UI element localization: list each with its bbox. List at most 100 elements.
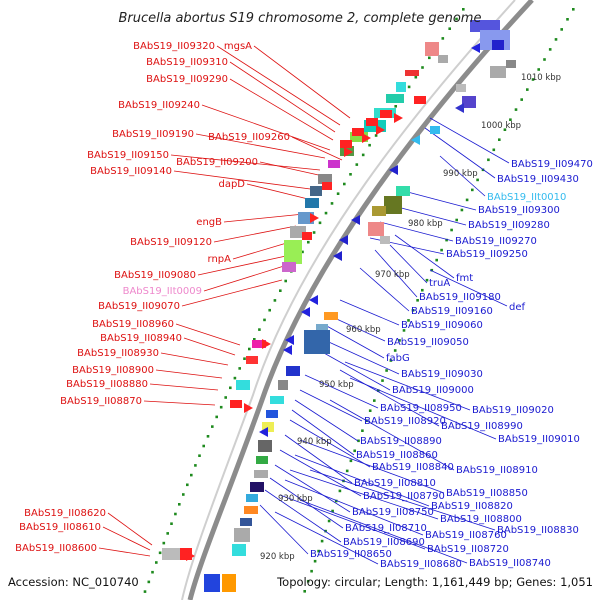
- inner-dot: [303, 590, 306, 593]
- gene-feature: [380, 110, 392, 118]
- outer-dot: [170, 522, 173, 525]
- gene-arrow: [376, 125, 385, 135]
- inner-dot: [416, 299, 419, 302]
- inner-dot: [455, 218, 458, 222]
- outer-dot: [428, 56, 431, 60]
- gene-arrow: [411, 135, 420, 145]
- gene-arrow: [259, 427, 268, 437]
- gene-feature: [258, 440, 272, 452]
- leader-line: [299, 499, 468, 564]
- leader-line: [269, 477, 344, 529]
- gene-arrow: [455, 103, 464, 113]
- kbp-tick-930: 930 kbp: [278, 494, 313, 504]
- inner-dot: [440, 248, 443, 252]
- inner-dot: [554, 38, 558, 41]
- inner-dot: [361, 429, 364, 432]
- leader-line: [155, 369, 223, 379]
- outer-dot: [215, 415, 218, 419]
- gene-label-truA: truA: [429, 278, 450, 289]
- outer-dot: [455, 17, 458, 21]
- leader-line: [329, 315, 386, 342]
- outer-dot: [190, 473, 193, 477]
- gene-arrow: [351, 215, 360, 225]
- outer-dot: [224, 396, 227, 399]
- gene-feature: [282, 262, 296, 272]
- gene-label-II08760: BAbS19_II08760: [425, 530, 507, 541]
- inner-dot: [393, 349, 397, 352]
- inner-dot: [402, 329, 406, 332]
- outer-dot: [211, 425, 214, 428]
- gene-label-II09310: BAbS19_II09310: [146, 57, 228, 68]
- gene-feature: [462, 96, 476, 108]
- leader-line: [213, 225, 297, 243]
- gene-feature: [430, 126, 440, 134]
- gene-feature: [304, 330, 330, 354]
- gene-label-II09250: BAbS19_II09250: [446, 249, 528, 260]
- outer-dot: [194, 464, 197, 467]
- inner-dot: [503, 128, 507, 131]
- outer-dot: [330, 202, 334, 205]
- leader-line: [232, 241, 291, 260]
- gene-feature: [252, 340, 266, 348]
- gene-feature: [328, 160, 340, 168]
- inner-dot: [389, 359, 393, 362]
- gene-label-II08810: BAbS19_II08810: [354, 478, 436, 489]
- outer-dot: [355, 163, 359, 166]
- outer-dot: [258, 328, 261, 331]
- gene-feature: [256, 456, 268, 464]
- kbp-tick-920: 920 kbp: [260, 552, 295, 562]
- leader-line: [181, 279, 283, 307]
- inner-dot: [465, 198, 469, 202]
- inner-dot: [445, 238, 448, 242]
- gene-label-fmt: fmt: [456, 273, 473, 284]
- leader-line: [429, 117, 510, 164]
- leader-line: [279, 494, 426, 550]
- gene-arrow: [310, 213, 319, 223]
- gene-feature: [396, 82, 406, 92]
- gene-feature: [266, 410, 278, 418]
- gene-arrow: [344, 147, 353, 157]
- leader-line: [389, 204, 467, 226]
- gene-label-II09010: BAbS19_II09010: [498, 434, 580, 445]
- gene-label-II09020: BAbS19_II09020: [472, 405, 554, 416]
- gene-label-II09200: BAbS19_II09200: [176, 157, 258, 168]
- leader-line: [429, 269, 508, 307]
- leader-line: [329, 399, 455, 471]
- gene-label-rnpA: rnpA: [208, 254, 232, 265]
- inner-dot: [566, 18, 569, 21]
- leader-line: [107, 512, 153, 546]
- leader-line: [291, 409, 355, 456]
- gene-feature: [372, 206, 386, 216]
- gene-label-dapD: dapD: [218, 179, 245, 190]
- gene-label-IIt0010: BAbS19_IIt0010: [487, 192, 566, 203]
- leader-line: [246, 183, 313, 201]
- gene-feature: [322, 182, 332, 190]
- gene-label-II08870: BAbS19_II08870: [60, 396, 142, 407]
- gene-feature: [414, 96, 426, 104]
- gene-feature: [316, 324, 328, 334]
- inner-dot: [381, 379, 384, 382]
- outer-dot: [407, 85, 411, 89]
- gene-arrow: [309, 295, 318, 305]
- gene-label-II08920: BAbS19_II08920: [364, 416, 446, 427]
- leader-line: [102, 526, 151, 551]
- gene-feature: [324, 312, 338, 320]
- outer-dot: [143, 590, 147, 593]
- outer-dot: [448, 27, 451, 30]
- leader-line: [344, 361, 471, 411]
- leader-line: [149, 383, 219, 391]
- leader-line: [289, 419, 371, 468]
- inner-dot: [450, 228, 453, 232]
- gene-label-II08600: BAbS19_II08600: [15, 543, 97, 554]
- kbp-tick-980: 980 kbp: [408, 219, 443, 229]
- gene-feature: [234, 528, 250, 542]
- gene-label-II09300: BAbS19_II09300: [478, 205, 560, 216]
- outer-dot: [147, 580, 151, 584]
- inner-dot: [421, 288, 424, 292]
- gene-label-II08860: BAbS19_II08860: [356, 450, 438, 461]
- gene-feature: [162, 548, 180, 560]
- gene-label-II09150: BAbS19_II09150: [87, 150, 169, 161]
- gene-label-II09120: BAbS19_II09120: [130, 237, 212, 248]
- inner-dot: [334, 499, 338, 503]
